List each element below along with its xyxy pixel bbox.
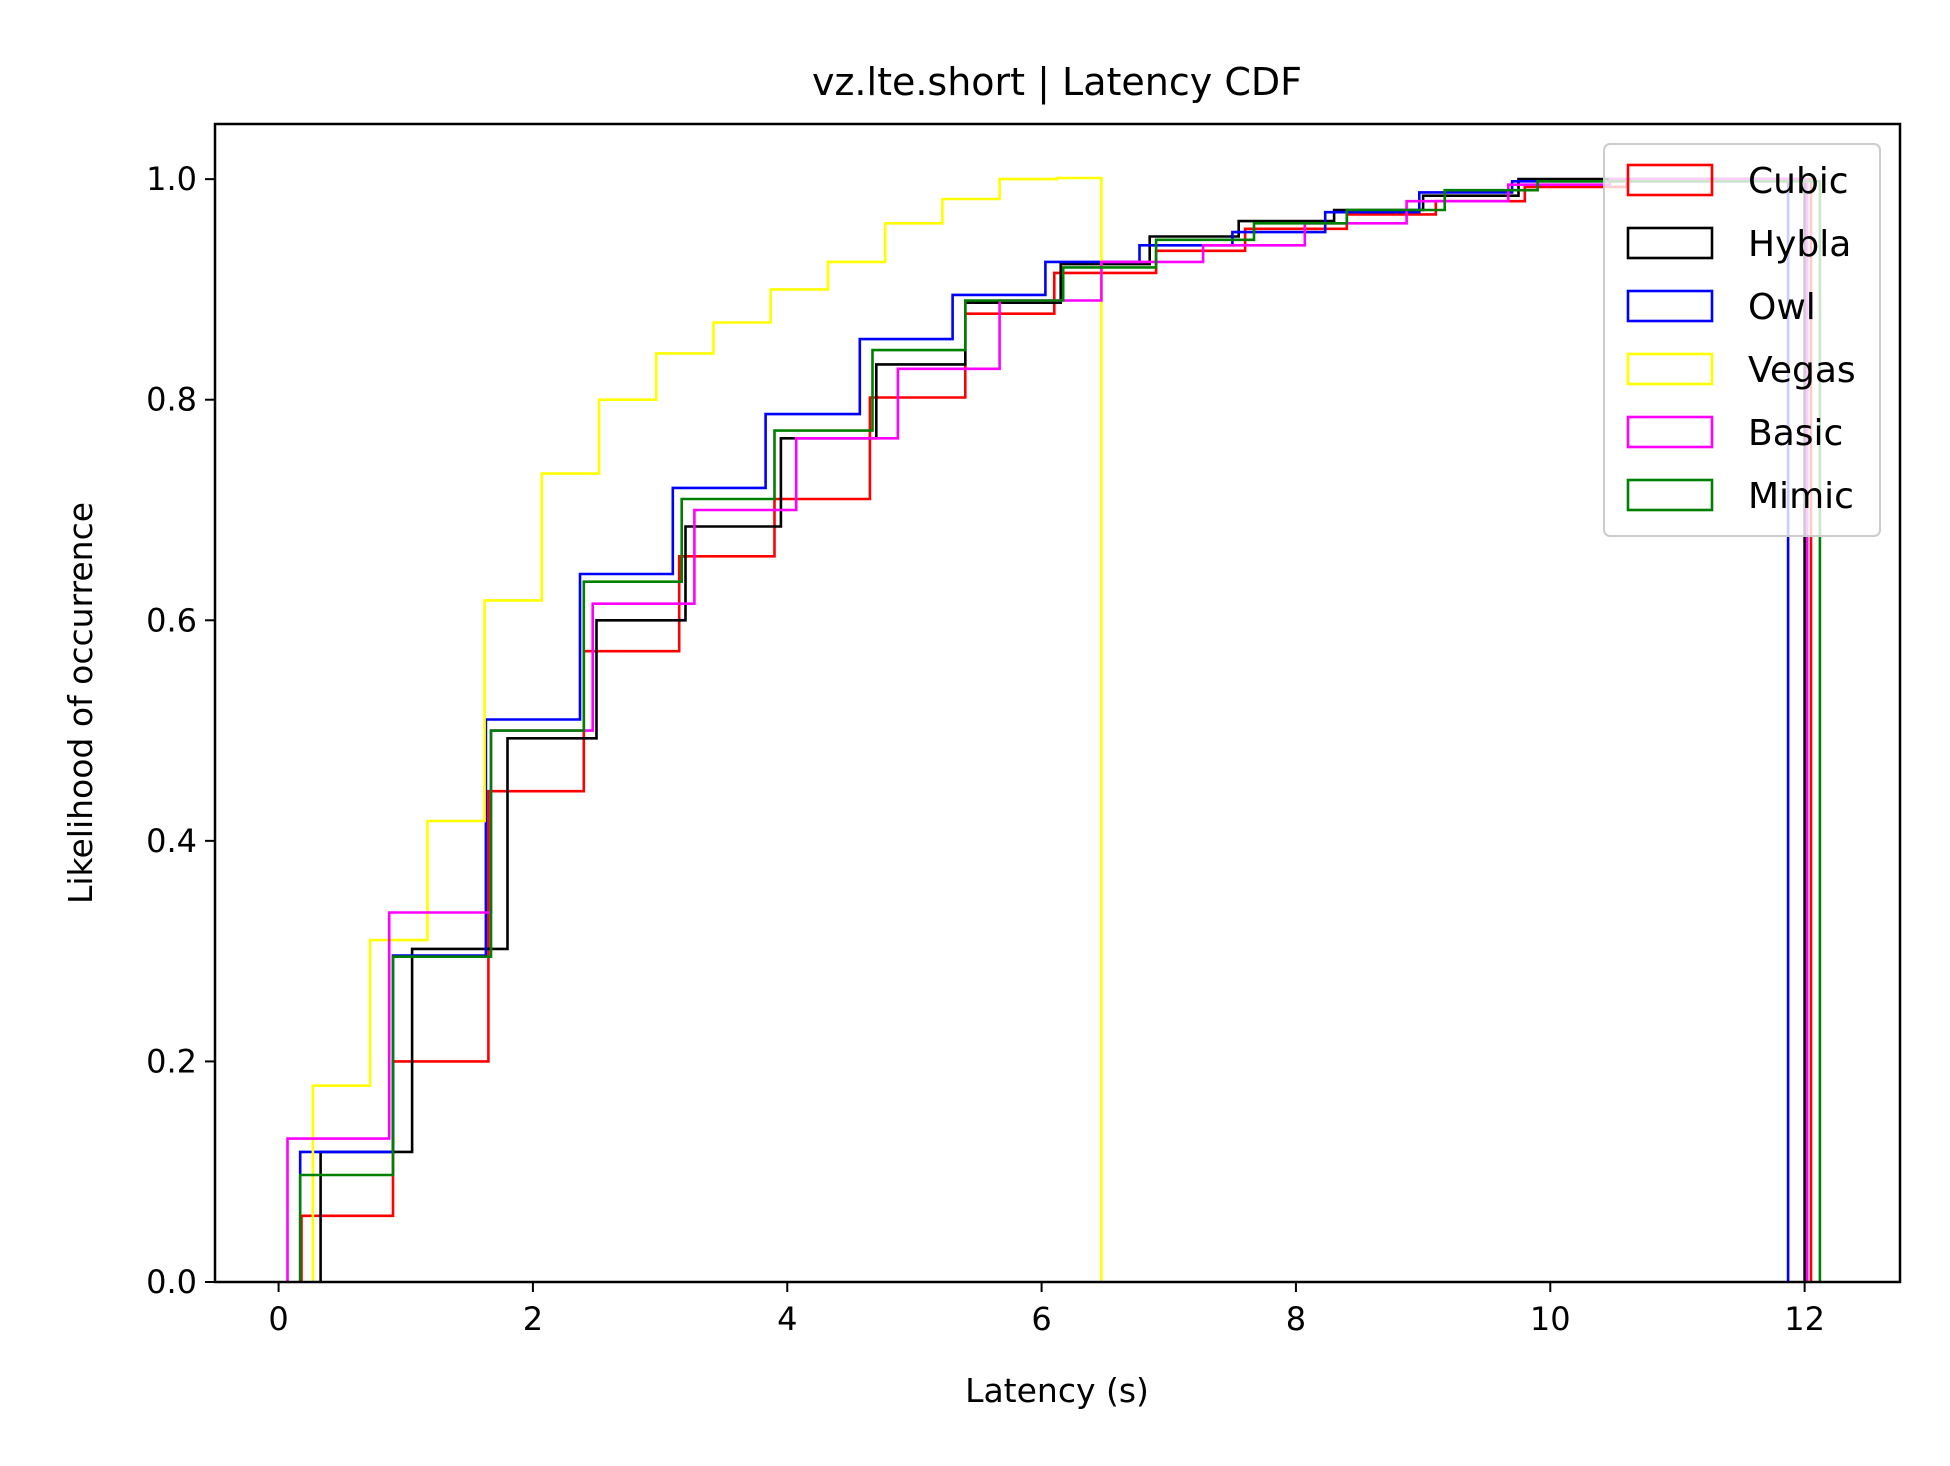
x-tick-label: 0 [268, 1300, 288, 1338]
y-axis-title: Likelihood of occurrence [61, 502, 100, 904]
series-line-cubic [300, 177, 1813, 1282]
legend-swatch-hybla [1626, 226, 1714, 260]
x-tick-label: 4 [777, 1300, 797, 1338]
legend-label-owl: Owl [1748, 287, 1816, 328]
x-tick-label: 10 [1530, 1300, 1571, 1338]
x-tick-label: 12 [1784, 1300, 1825, 1338]
y-tick-label: 0.8 [146, 381, 197, 419]
legend-label-mimic: Mimic [1748, 476, 1854, 517]
legend-label-basic: Basic [1748, 413, 1843, 454]
plot-frame [213, 122, 1902, 1284]
x-tick-label: 8 [1286, 1300, 1306, 1338]
legend-frame [1603, 143, 1881, 537]
legend-swatch-vegas [1626, 352, 1714, 386]
x-tick-label: 2 [523, 1300, 543, 1338]
series-layer [286, 176, 1822, 1282]
x-tick-label: 6 [1031, 1300, 1051, 1338]
series-line-mimic [298, 180, 1822, 1282]
series-line-vegas [311, 176, 1103, 1282]
y-tick-label: 0.4 [146, 822, 197, 860]
legend-swatch-cubic [1626, 163, 1714, 197]
legend-swatch-basic [1626, 415, 1714, 449]
chart-title: vz.lte.short | Latency CDF [812, 60, 1302, 105]
legend-swatch-mimic [1626, 478, 1714, 512]
legend-label-vegas: Vegas [1748, 350, 1856, 391]
y-tick-label: 0.0 [146, 1263, 197, 1301]
y-tick-label: 1.0 [146, 160, 197, 198]
legend-swatch-owl [1626, 289, 1714, 323]
legend-label-hybla: Hybla [1748, 224, 1851, 265]
legend-label-cubic: Cubic [1748, 161, 1849, 202]
y-tick-label: 0.6 [146, 601, 197, 639]
y-tick-label: 0.2 [146, 1042, 197, 1080]
x-axis-title: Latency (s) [965, 1371, 1149, 1410]
tick-layer: 0 2 4 6 8 10 12 0.0 0.2 0.4 0.6 0.8 1.0 [146, 160, 1825, 1338]
legend: Cubic Hybla Owl Vegas Basic Mimic [1603, 143, 1881, 537]
